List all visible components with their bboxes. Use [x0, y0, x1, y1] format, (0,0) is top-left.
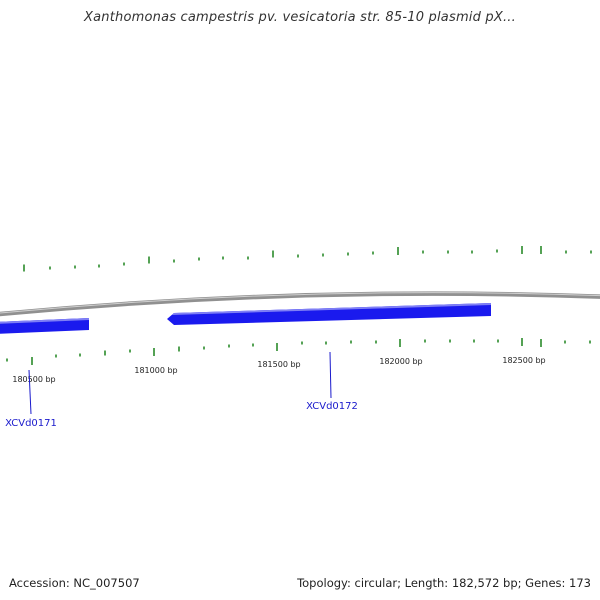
- map-title: Xanthomonas campestris pv. vesicatoria s…: [84, 10, 516, 25]
- gene-arrow-highlight: [0, 318, 89, 324]
- gc-ticks-outer: [23, 246, 592, 272]
- plasmid-backbone-highlight: [0, 292, 600, 314]
- gene-label-leader: [28, 369, 32, 415]
- position-label: 181500 bp: [257, 360, 300, 369]
- position-label: 182500 bp: [502, 356, 545, 365]
- position-label: 182000 bp: [379, 357, 422, 366]
- gene-label-XCVd0171[interactable]: XCVd0171: [5, 418, 57, 429]
- gene-label-leader: [329, 351, 332, 399]
- gene-arrow-highlight: [172, 303, 491, 315]
- plasmid-backbone: [0, 291, 600, 317]
- gene-XCVd0171[interactable]: [0, 318, 89, 334]
- accession-text: Accession: NC_007507: [9, 576, 140, 590]
- position-label: 181000 bp: [134, 366, 177, 375]
- position-label: 180500 bp: [12, 375, 55, 384]
- gc-ticks-inner: [6, 338, 591, 365]
- genome-stats-text: Topology: circular; Length: 182,572 bp; …: [297, 576, 591, 590]
- gene-XCVd0172[interactable]: [167, 303, 491, 325]
- gene-label-XCVd0172[interactable]: XCVd0172: [306, 401, 358, 412]
- gene-arrow[interactable]: [167, 303, 491, 325]
